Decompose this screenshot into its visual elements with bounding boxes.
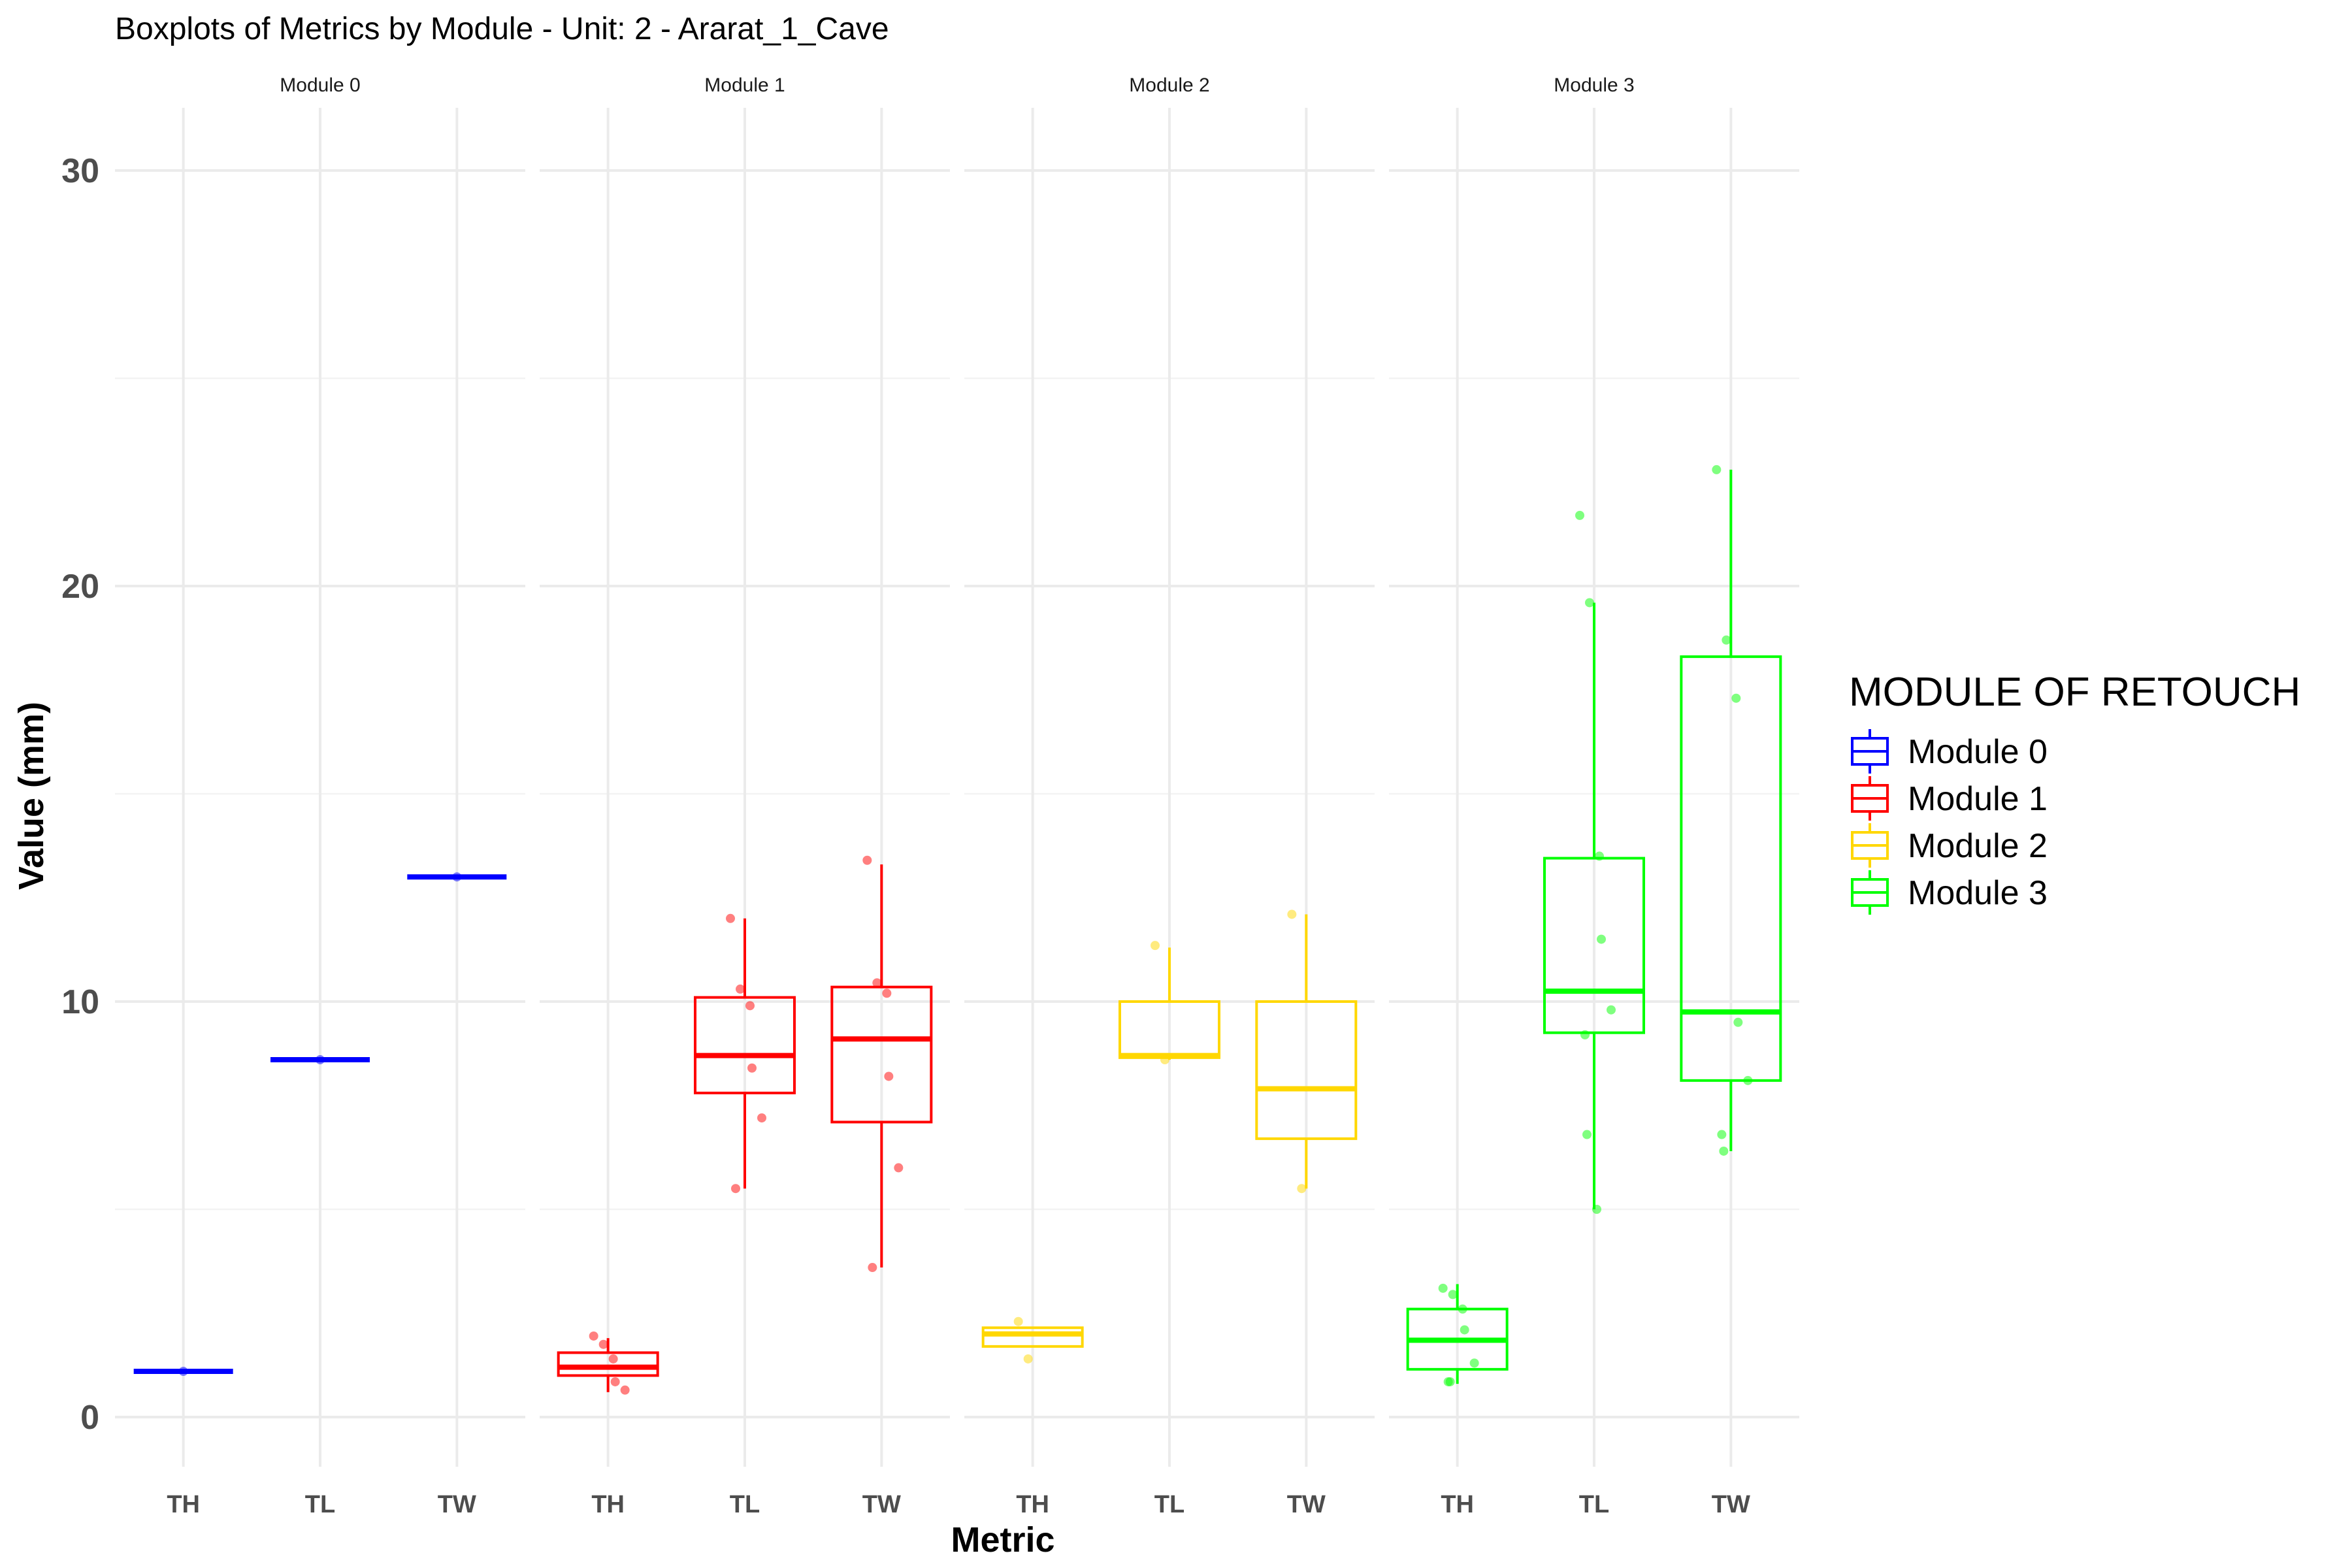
data-point <box>736 984 745 994</box>
legend-label: Module 3 <box>1908 874 2048 912</box>
y-tick-label: 0 <box>80 1399 99 1437</box>
data-point <box>1733 1017 1743 1027</box>
chart-title: Boxplots of Metrics by Module - Unit: 2 … <box>115 12 889 46</box>
panel-label: Module 3 <box>1554 74 1634 96</box>
data-point <box>1023 1354 1033 1364</box>
panel-label: Module 1 <box>704 74 785 96</box>
y-axis-title: Value (mm) <box>12 702 51 890</box>
data-point <box>862 855 872 865</box>
data-point <box>894 1163 904 1173</box>
legend-label: Module 2 <box>1908 827 2048 865</box>
data-point <box>1719 1146 1729 1156</box>
data-point <box>1458 1304 1467 1314</box>
data-point <box>1013 1316 1023 1326</box>
box <box>557 1351 659 1377</box>
legend-title: MODULE OF RETOUCH <box>1849 670 2300 715</box>
box <box>1255 1000 1358 1140</box>
x-tick-label: TH <box>591 1491 625 1518</box>
data-point <box>1731 693 1741 703</box>
grid-layer <box>115 108 1799 1467</box>
panel-label: Module 2 <box>1129 74 1209 96</box>
panel-label: Module 0 <box>280 74 360 96</box>
data-point <box>316 1055 325 1065</box>
x-tick-label: TW <box>1287 1491 1326 1518</box>
legend-label: Module 0 <box>1908 733 2048 771</box>
mark-layer <box>133 465 1782 1395</box>
x-tick-label: TL <box>1579 1491 1609 1518</box>
x-tick-label: TH <box>1441 1491 1474 1518</box>
y-tick-label: 30 <box>61 152 99 190</box>
data-point <box>1460 1325 1469 1335</box>
box <box>830 985 933 1124</box>
box <box>1543 857 1645 1034</box>
x-tick-label: TL <box>1154 1491 1184 1518</box>
data-point <box>1743 1075 1753 1085</box>
x-axis-title: Metric <box>951 1520 1054 1560</box>
data-point <box>872 978 882 988</box>
data-point <box>884 1071 894 1081</box>
x-tick-label: TW <box>438 1491 476 1518</box>
data-point <box>598 1339 608 1349</box>
data-point <box>1582 1130 1592 1139</box>
data-point <box>1717 1130 1727 1139</box>
data-point <box>1722 635 1731 645</box>
y-tick-label: 10 <box>61 983 99 1021</box>
data-point <box>1580 1030 1590 1039</box>
y-tick-label: 20 <box>61 568 99 606</box>
data-point <box>1438 1283 1448 1293</box>
data-point <box>1597 934 1606 944</box>
data-point <box>452 872 462 882</box>
data-point <box>747 1063 757 1073</box>
legend-label: Module 1 <box>1908 780 2048 818</box>
data-point <box>1151 941 1160 951</box>
data-point <box>1595 851 1604 861</box>
data-point <box>1585 598 1594 608</box>
data-point <box>178 1367 188 1377</box>
box <box>1680 655 1782 1082</box>
box <box>981 1326 1084 1348</box>
box <box>694 996 796 1094</box>
x-tick-label: TH <box>167 1491 200 1518</box>
data-point <box>1592 1205 1601 1214</box>
legend: MODULE OF RETOUCH Module 0 Module 1 Module… <box>1849 670 2300 915</box>
x-tick-label: TW <box>1712 1491 1750 1518</box>
data-point <box>882 988 892 998</box>
x-tick-label: TH <box>1016 1491 1049 1518</box>
data-point <box>731 1184 740 1194</box>
data-point <box>745 1001 755 1011</box>
label-layer: 0 10 20 30 Module 0 TH TL TW Module 1 TH TL TW Modul… <box>61 74 1750 1518</box>
data-point <box>620 1385 630 1395</box>
data-point <box>757 1113 766 1123</box>
data-point <box>726 913 735 923</box>
data-point <box>608 1354 618 1364</box>
data-point <box>1297 1184 1307 1194</box>
data-point <box>1287 909 1297 919</box>
data-point <box>1712 465 1722 474</box>
data-point <box>1469 1358 1479 1368</box>
data-point <box>589 1331 598 1341</box>
data-point <box>1160 1055 1169 1065</box>
data-point <box>868 1263 877 1273</box>
data-point <box>1607 1005 1616 1015</box>
x-tick-label: TL <box>305 1491 335 1518</box>
data-point <box>1445 1377 1455 1386</box>
data-point <box>610 1377 620 1386</box>
x-tick-label: TW <box>862 1491 901 1518</box>
x-tick-label: TL <box>730 1491 760 1518</box>
data-point <box>1448 1290 1458 1299</box>
data-point <box>1575 510 1584 520</box>
